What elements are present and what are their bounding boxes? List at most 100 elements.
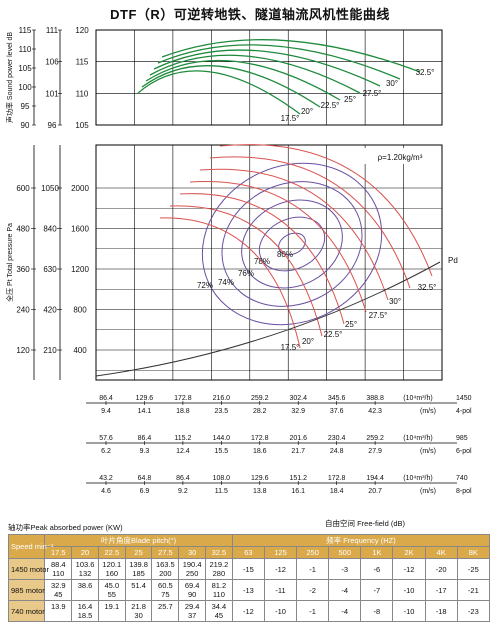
power-cell: 21.8 30 (124, 600, 153, 622)
freq-cell: -25 (456, 558, 491, 580)
power-cell: 34.4 45 (205, 600, 233, 622)
flow-unit: (10⁴m³/h) (403, 435, 432, 442)
efficiency-label: 74% (218, 278, 234, 287)
flow-unit: (10⁴m³/h) (403, 475, 432, 482)
freq-cell: -13 (231, 579, 265, 601)
freq-cell: -1 (296, 558, 330, 580)
pressure-tick-mid: 1050 (41, 184, 59, 193)
pressure-pitch-label: 30° (389, 297, 401, 306)
sound-tick-inner: 105 (75, 121, 89, 130)
power-cell: 120.1 160 (97, 558, 126, 580)
pressure-curve (159, 217, 301, 349)
velocity-tick: 28.2 (253, 408, 267, 415)
velocity-tick: 42.3 (368, 408, 382, 415)
efficiency-contour (241, 199, 343, 289)
velocity-tick: 18.6 (253, 448, 267, 455)
freq-header: 频率 Frequency (HZ) (231, 534, 491, 547)
velocity-tick: 4.6 (101, 488, 111, 495)
flow-tick: 86.4 (176, 475, 190, 482)
flow-tick: 151.2 (289, 475, 307, 482)
sound-tick-outer: 100 (18, 83, 32, 92)
power-cell: 81.2 110 (205, 579, 233, 601)
density-box (360, 148, 440, 164)
sound-curve (153, 49, 381, 87)
power-cell: 60.5 75 (151, 579, 180, 601)
pressure-tick-mid: 630 (43, 265, 57, 274)
flow-tick: 259.2 (251, 395, 269, 402)
sound-frame (95, 29, 443, 126)
pressure-curve (189, 180, 367, 313)
freq-cell: -10 (392, 600, 426, 622)
speed-header: Speed min⁻¹ (7, 534, 53, 559)
freq-cell: -15 (231, 558, 265, 580)
speed-label: 740 (456, 475, 468, 482)
pressure-tick-outer: 600 (16, 184, 30, 193)
motor-label: 6-pol (456, 448, 472, 455)
pd-label: Pd (448, 256, 458, 265)
velocity-unit: (m/s) (420, 408, 436, 415)
flow-tick: 194.4 (366, 475, 384, 482)
flow-tick: 345.6 (328, 395, 346, 402)
sound-curve (157, 44, 401, 80)
table-row: 1450 motor 88.4 110 103.6 132 120.1 160 139.8 18… (7, 558, 491, 580)
sound-tick-mid: 101 (45, 89, 59, 98)
velocity-tick: 9.2 (178, 488, 188, 495)
power-cell: 45.0 55 (97, 579, 126, 601)
freq-cell: -2 (296, 579, 330, 601)
pressure-tick-mid: 210 (43, 346, 57, 355)
velocity-tick: 6.2 (101, 448, 111, 455)
freq-cell: -18 (424, 600, 458, 622)
velocity-tick: 27.9 (368, 448, 382, 455)
velocity-tick: 11.5 (215, 488, 228, 495)
flow-tick: 43.2 (99, 475, 113, 482)
freq-cell: -1 (296, 600, 330, 622)
flow-tick: 129.6 (136, 395, 154, 402)
power-table: Speed min⁻¹ 叶片角度Blade pitch(°) 频率 Freque… (7, 534, 491, 622)
row-speed: 1450 motor (7, 558, 49, 580)
pressure-panel: 2000 1600 1200 800 400 1050 840 630 420 210 600 480… (5, 144, 458, 381)
sound-tick-outer: 110 (19, 45, 32, 54)
free-field-label: 自由空间 Free-field (dB) (325, 519, 406, 528)
pressure-curve (169, 205, 323, 337)
freq-cell: -3 (328, 558, 362, 580)
freq-cell: -20 (424, 558, 458, 580)
pressure-pitch-label: 17.5° (281, 343, 300, 352)
power-cell: 103.6 132 (71, 558, 99, 580)
flow-tick: 172.8 (328, 475, 346, 482)
pressure-tick-inner: 800 (73, 306, 87, 315)
pressure-tick-outer: 120 (16, 346, 30, 355)
flow-tick: 230.4 (328, 435, 346, 442)
pd-curve (95, 261, 441, 377)
freq-cell: -23 (456, 600, 491, 622)
sound-pitch-label: 27.5° (363, 89, 382, 98)
sound-ylabel: 声功率 Sound power level dB (5, 32, 14, 123)
speed-scales: 86.4 9.4 129.6 14.1 172.8 18.8 216.0 23.5 259.2 2… (86, 395, 472, 495)
velocity-tick: 37.6 (330, 408, 344, 415)
table-subheader: 20 (71, 546, 99, 559)
sound-tick-inner: 120 (75, 26, 89, 35)
velocity-tick: 14.1 (138, 408, 152, 415)
sound-tick-mid: 96 (48, 121, 57, 130)
pressure-tick-inner: 1600 (71, 225, 89, 234)
flow-tick: 201.6 (289, 435, 307, 442)
table-subheader: 30 (178, 546, 206, 559)
sound-pitch-label: 17.5° (281, 114, 300, 123)
pressure-curve (209, 156, 411, 289)
flow-tick: 86.4 (99, 395, 113, 402)
freq-cell: -7 (360, 579, 394, 601)
pressure-tick-inner: 1200 (71, 265, 89, 274)
table-subheader: 500 (328, 546, 362, 559)
table-subheader: 8K (456, 546, 491, 559)
velocity-tick: 18.8 (176, 408, 190, 415)
table-subheader: 27.5 (151, 546, 180, 559)
sound-tick-mid: 111 (46, 26, 59, 35)
velocity-tick: 20.7 (368, 488, 382, 495)
blade-header: 叶片角度Blade pitch(°) (44, 534, 233, 547)
freq-cell: -12 (231, 600, 265, 622)
velocity-tick: 23.5 (215, 408, 229, 415)
velocity-tick: 9.3 (140, 448, 150, 455)
density-note: ρ=1.20kg/m³ (378, 153, 423, 162)
sound-tick-outer: 90 (21, 121, 30, 130)
flow-tick: 108.0 (213, 475, 231, 482)
